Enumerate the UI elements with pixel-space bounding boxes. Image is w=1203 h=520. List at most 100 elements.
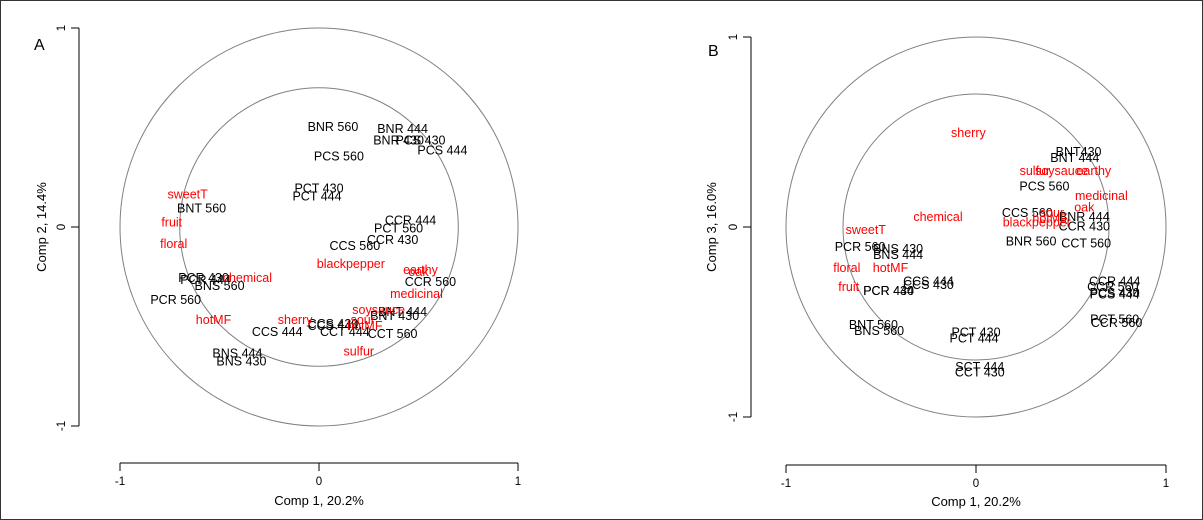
variable-label: blackpepper <box>317 257 385 271</box>
observation-label: CCS 560 <box>329 239 380 253</box>
observation-label: SCT 444 <box>955 360 1004 374</box>
observation-label: BNR 444 <box>1059 210 1110 224</box>
variable-label: sulfur <box>1020 164 1051 178</box>
x-tick-label: -1 <box>781 478 791 490</box>
x-tick-label: 1 <box>515 476 521 488</box>
variable-label: chemical <box>913 210 962 224</box>
variable-label: oak <box>408 265 429 279</box>
observation-label: CCR 430 <box>1059 219 1110 233</box>
variable-label: medicinal <box>1075 189 1128 203</box>
variable-label: floral <box>833 261 860 275</box>
observation-label: CCT 444 <box>320 325 370 339</box>
observation-label: BNS 444 <box>212 347 262 361</box>
variable-label: hotMF <box>873 261 909 275</box>
variable-label: sweetT <box>168 187 209 201</box>
observation-label: BNS 430 <box>216 355 266 369</box>
variable-label: earthy <box>403 263 438 277</box>
observation-label: CCS 430 <box>308 317 359 331</box>
observation-label: PCR 444 <box>863 284 914 298</box>
observation-label: CCS 444 <box>903 274 954 288</box>
panel-b: B -1 0 1 Comp 3, 16.0% -1 0 1 Comp 1, 20.2% BNT43… <box>704 34 1169 509</box>
panel-letter: A <box>34 37 45 54</box>
y-tick-label: 0 <box>728 224 740 230</box>
observation-label: BNS 444 <box>873 248 923 262</box>
x-axis-title: Comp 1, 20.2% <box>274 493 364 508</box>
observation-label: BNR 560 <box>308 120 359 134</box>
observation-label: BNS 560 <box>854 324 904 338</box>
variable-label: sour <box>351 313 375 327</box>
y-tick-label: 1 <box>56 25 68 31</box>
observation-label: PCR 560 <box>835 240 886 254</box>
variable-label: earthy <box>1076 164 1111 178</box>
y-tick-label: 0 <box>56 224 68 230</box>
inner-circle <box>179 87 459 367</box>
observation-label: BNR 560 <box>1006 234 1057 248</box>
observation-label: PCS 444 <box>1090 288 1140 302</box>
y-tick-label: -1 <box>728 412 740 422</box>
observation-label: PCR 444 <box>180 273 231 287</box>
observation-label: CCS 560 <box>1002 206 1053 220</box>
variable-label: floral <box>160 237 187 251</box>
observation-label: BNT 560 <box>177 201 226 215</box>
observation-label: PCS 444 <box>417 144 467 158</box>
observation-label: PCR 430 <box>178 271 229 285</box>
observation-label: CCT 560 <box>368 327 418 341</box>
variable-label: soysauce <box>1035 164 1088 178</box>
observation-label: BNT 444 <box>378 305 427 319</box>
variable-label: medicinal <box>390 287 443 301</box>
observation-label: PCS 430 <box>1090 286 1140 300</box>
observation-label: PCT 430 <box>951 326 1000 340</box>
inner-circle <box>842 93 1110 361</box>
observation-label: CCS 444 <box>252 325 303 339</box>
observation-label: CCR 444 <box>1089 274 1140 288</box>
observation-label: BNT 444 <box>1050 151 1099 165</box>
observation-label: CCR 444 <box>385 213 436 227</box>
observation-label: BNT 560 <box>849 318 898 332</box>
observation-label: BNR 444 <box>377 122 428 136</box>
variable-label: hotMF <box>347 319 383 333</box>
observation-label: CCS 444 <box>308 319 359 333</box>
variable-label: hotMF <box>1032 212 1068 226</box>
panel-letter: B <box>708 43 719 60</box>
observation-label: PCS 560 <box>314 150 364 164</box>
observation-label: CCT 430 <box>955 366 1005 380</box>
observation-label: PCS 560 <box>1019 179 1069 193</box>
x-tick-label: 0 <box>973 478 979 490</box>
variable-label: fruit <box>161 215 182 229</box>
variable-label: hotMF <box>196 313 232 327</box>
observation-label: CCR 430 <box>367 233 418 247</box>
variable-label: chemical <box>223 271 272 285</box>
observation-label: PCT 444 <box>950 331 999 345</box>
observation-label: PCT 560 <box>1090 312 1139 326</box>
variable-label: oak <box>1074 200 1095 214</box>
observation-label: BNR 430 <box>373 134 424 148</box>
y-axis-title: Comp 2, 14.4% <box>34 182 49 272</box>
x-axis-title: Comp 1, 20.2% <box>931 494 1021 509</box>
observation-label: BNT430 <box>1056 145 1102 159</box>
y-tick-label: 1 <box>728 34 740 40</box>
variable-label: sweetT <box>846 223 887 237</box>
observation-label: CCR 560 <box>1091 316 1142 330</box>
observation-label: CCR 560 <box>1087 280 1138 294</box>
observation-label: CCS 430 <box>903 278 954 292</box>
variable-label: sherry <box>951 126 986 140</box>
x-tick-label: 1 <box>1163 478 1169 490</box>
variable-label: sulfur <box>344 345 375 359</box>
x-tick-label: -1 <box>115 476 125 488</box>
observation-label: BNT 430 <box>370 309 419 323</box>
observation-label: BNS 430 <box>873 242 923 256</box>
x-tick-label: 0 <box>316 476 322 488</box>
variable-label: sour <box>1040 206 1064 220</box>
observation-label: PCR 560 <box>150 293 201 307</box>
observation-label: PCT 444 <box>292 189 341 203</box>
observation-label: CCT 560 <box>1061 236 1111 250</box>
y-axis-title: Comp 3, 16.0% <box>704 182 719 272</box>
observation-label: PCT 430 <box>294 181 343 195</box>
observation-label: PCS 430 <box>395 134 445 148</box>
variable-label: soysauce <box>352 303 405 317</box>
outer-circle <box>785 36 1167 418</box>
variable-label: fruit <box>838 280 859 294</box>
observation-label: PCR 430 <box>863 284 914 298</box>
